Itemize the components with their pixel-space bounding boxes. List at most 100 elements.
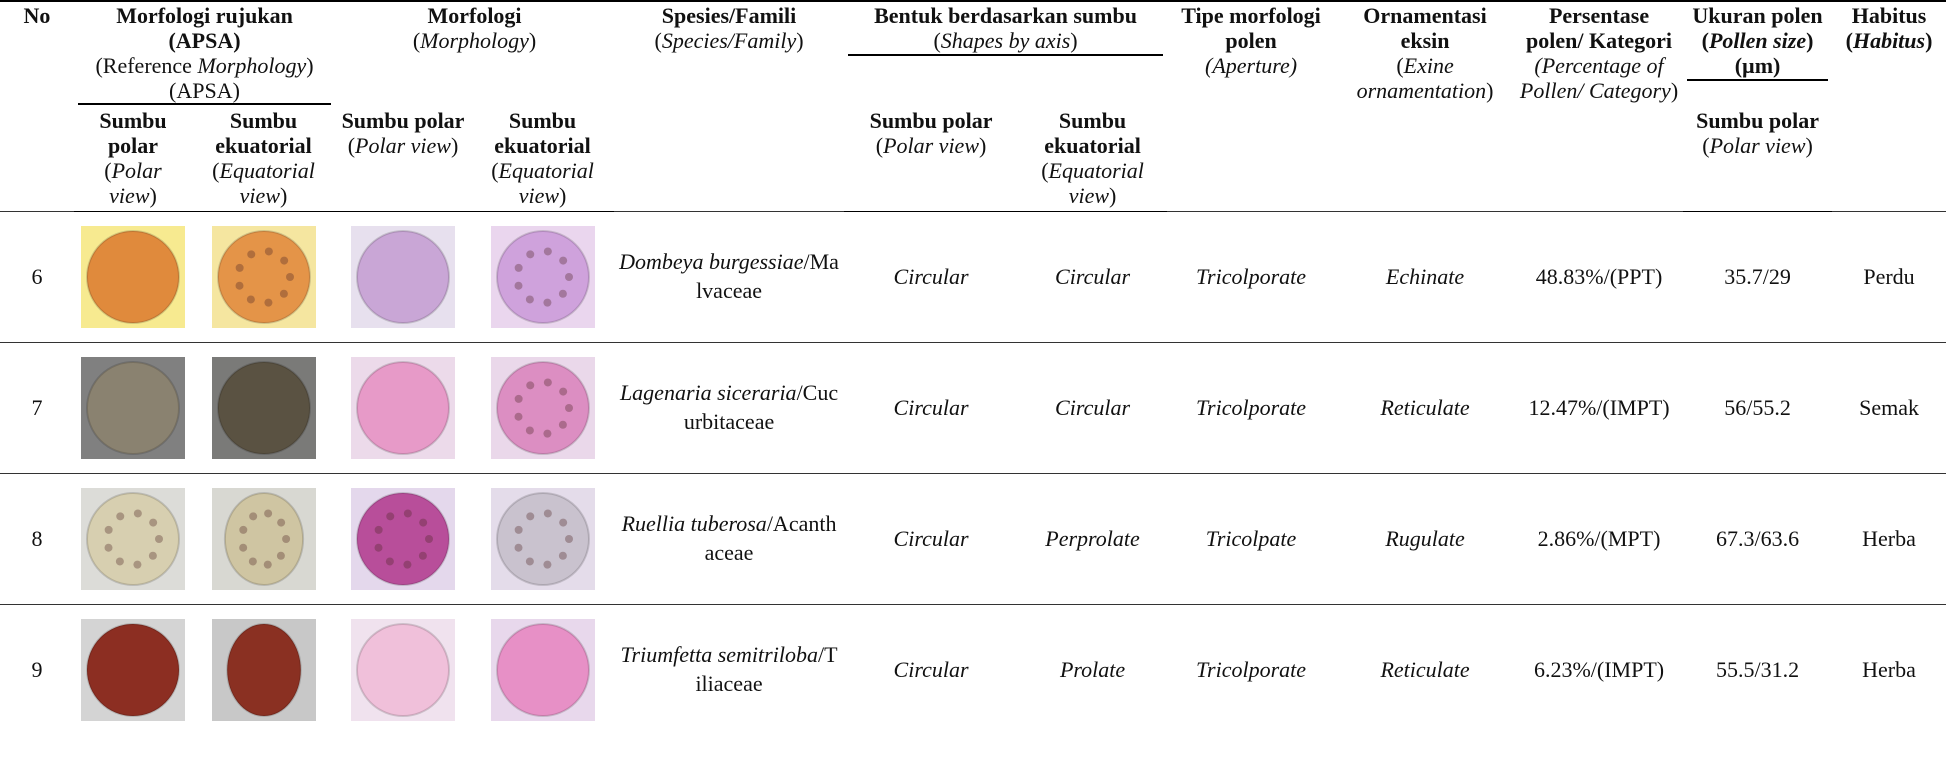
pollen-image — [351, 618, 456, 721]
header-content: Ukuran polen (Pollen size) (µm) — [1687, 3, 1829, 81]
pollen-image — [81, 225, 185, 328]
image-part — [525, 381, 534, 390]
image-cell — [335, 603, 472, 735]
pollen-image — [351, 356, 456, 459]
image-part — [86, 360, 180, 455]
image-part — [542, 560, 551, 569]
image-cell — [192, 472, 336, 605]
header-text: ) — [280, 183, 288, 209]
image-part — [514, 394, 523, 403]
header-text: No — [23, 3, 51, 28]
header-text: Exine ornamentation — [1356, 52, 1487, 103]
image-part — [246, 295, 255, 304]
image-part — [285, 272, 294, 281]
image-part — [235, 263, 244, 272]
image-part — [514, 525, 523, 534]
image-part — [525, 250, 534, 259]
image-part — [86, 622, 180, 717]
image-part — [558, 420, 567, 429]
table-header: No Morfologi rujukan (APSA) (Reference Mor… — [0, 1, 1946, 212]
header-content: Sumbu polar (Polar view) — [339, 109, 467, 159]
header-text: ( — [1845, 27, 1853, 53]
image-part — [263, 560, 272, 569]
header-cell: Sumbu polar (Polar view) — [74, 107, 192, 212]
pollen-image — [81, 618, 185, 721]
header-cell: Ornamentasi eksin (Exine ornamentation) — [1335, 1, 1515, 211]
header-cell: Sumbu polar (Polar view) — [844, 107, 1019, 212]
header-cell: Sumbu polar (Polar view) — [1683, 107, 1833, 212]
image-part — [223, 491, 304, 586]
header-text: Morphology — [197, 52, 307, 78]
size: 56/55.2 — [1683, 341, 1833, 474]
image-part — [514, 281, 523, 290]
header-text: ( — [1396, 52, 1404, 78]
image-cell — [335, 341, 472, 474]
image-part — [356, 491, 451, 586]
header-cell: Sumbu ekuatorial (Equatorial view) — [192, 107, 336, 212]
header-cell: No — [0, 1, 74, 211]
percentage: 6.23%/(IMPT) — [1515, 603, 1684, 735]
ornamentation: Rugulate — [1335, 472, 1516, 605]
header-text: ) — [1670, 77, 1679, 103]
image-part — [558, 551, 567, 560]
header-text: Habitus — [1852, 27, 1926, 53]
header-text: ( — [875, 133, 884, 159]
header-text: Sumbu ekuatorial — [215, 108, 312, 159]
header-text: ( — [1041, 158, 1049, 184]
header-text: ( — [347, 133, 356, 159]
species-name: Ruellia tuberosa — [621, 511, 767, 537]
image-part — [558, 518, 567, 527]
equatorial-shape: Circular — [1018, 341, 1168, 474]
image-part — [263, 509, 272, 518]
image-part — [495, 622, 590, 717]
habitus: Herba — [1832, 603, 1946, 735]
image-part — [149, 518, 158, 527]
table-row: 7 Lagenaria siceraria/Cucurbitaceae Circul… — [0, 341, 1946, 474]
aperture: Tricolporate — [1167, 341, 1336, 474]
header-text: (Percentage of Pollen/ Category — [1519, 52, 1671, 103]
header-cell: Tipe morfologi polen (Aperture) — [1167, 1, 1335, 211]
image-part — [281, 534, 290, 543]
species-name: Lagenaria siceraria — [619, 380, 797, 406]
header-content: Morfologi rujukan (APSA) (Reference Morph… — [78, 3, 332, 106]
table-body: 6 Dombeya burgessiae/Malvaceae Circular Cir… — [0, 210, 1946, 735]
equatorial-shape: Circular — [1018, 210, 1168, 343]
image-part — [418, 551, 427, 560]
image-part — [356, 622, 451, 717]
polar-shape: Circular — [844, 341, 1019, 474]
image-part — [248, 557, 257, 566]
header-text: ) — [528, 27, 537, 53]
header-content: Sumbu ekuatorial (Equatorial view) — [196, 109, 331, 208]
image-part — [276, 551, 285, 560]
image-part — [264, 247, 273, 256]
header-text: ) — [450, 133, 459, 159]
header-text: Tipe morfologi polen — [1181, 3, 1321, 53]
image-part — [543, 509, 552, 518]
header-cell: Morfologi rujukan (APSA) (Reference Morph… — [74, 1, 335, 107]
species-cell: Triumfetta semitriloba/Tiliaceae — [614, 603, 845, 735]
image-part — [564, 272, 573, 281]
header-text: Pollen size — [1708, 27, 1807, 53]
header-text: Ornamentasi eksin — [1363, 3, 1487, 53]
header-text: ) — [1070, 27, 1078, 53]
habitus: Perdu — [1832, 210, 1946, 343]
row-number: 6 — [0, 210, 74, 343]
ornamentation: Reticulate — [1335, 603, 1516, 735]
image-part — [525, 295, 534, 304]
image-part — [403, 560, 412, 569]
pollen-image — [81, 487, 185, 590]
pollen-image — [211, 356, 316, 459]
image-part — [238, 525, 247, 534]
image-part — [279, 289, 288, 298]
image-part — [558, 289, 567, 298]
header-text: Equatorial view — [498, 158, 594, 209]
table-row: 6 Dombeya burgessiae/Malvaceae Circular Cir… — [0, 210, 1946, 343]
header-cell: Sumbu ekuatorial (Equatorial view) — [1018, 107, 1168, 212]
polar-shape: Circular — [844, 472, 1019, 605]
header-content: Bentuk berdasarkan sumbu (Shapes by axis) — [848, 3, 1164, 56]
header-text: ( — [654, 27, 662, 53]
header-text: Equatorial view — [219, 158, 315, 209]
image-part — [525, 512, 534, 521]
image-part — [86, 491, 180, 586]
header-text: Sumbu polar — [1696, 108, 1819, 134]
